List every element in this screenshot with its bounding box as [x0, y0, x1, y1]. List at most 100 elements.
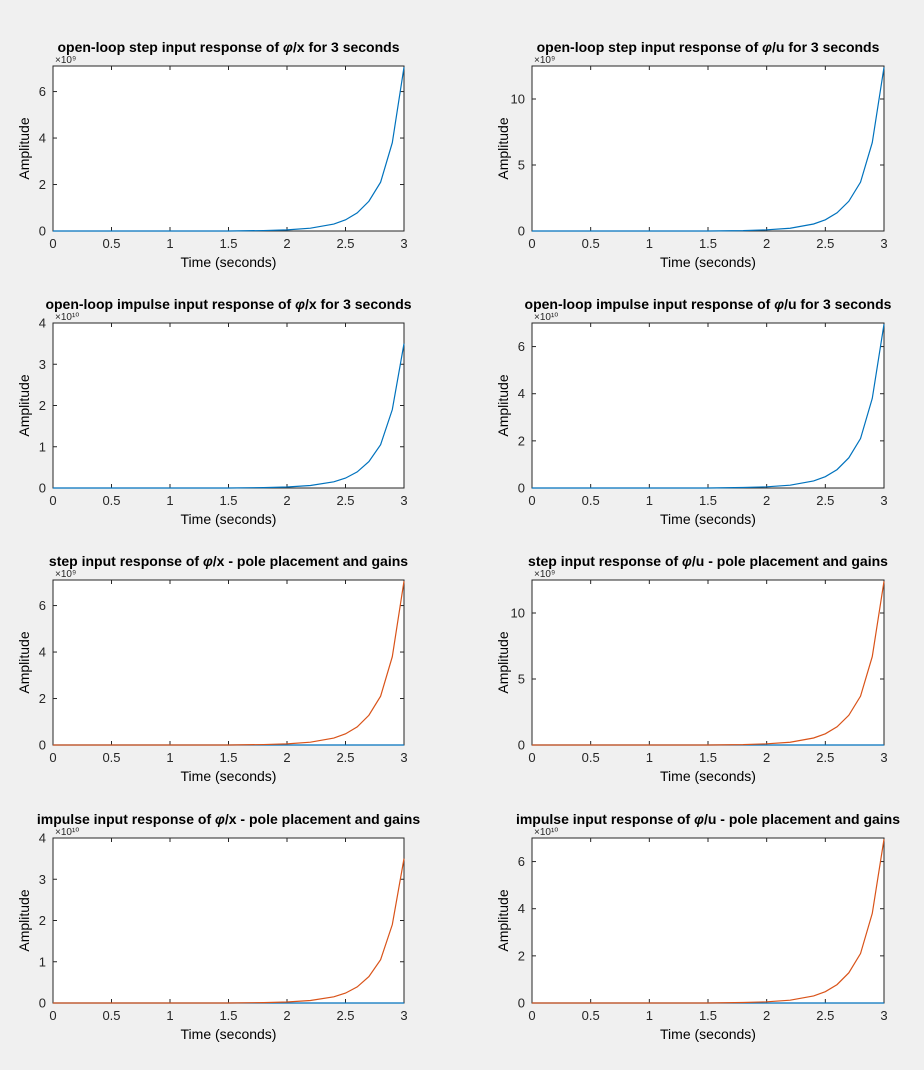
y-tick-label: 1	[39, 954, 46, 969]
subplot-title: step input response of φ/u - pole placem…	[528, 553, 888, 569]
x-tick-label: 1.5	[699, 1008, 717, 1023]
series-line-2	[53, 858, 405, 1004]
subplot-title: step input response of φ/x - pole placem…	[49, 553, 408, 569]
subplot-title: open-loop impulse input response of φ/u …	[525, 296, 892, 312]
x-tick-label: 2	[283, 493, 290, 508]
x-tick-label: 0	[49, 493, 56, 508]
y-axis-label: Amplitude	[495, 374, 511, 436]
x-axis-label: Time (seconds)	[660, 768, 756, 784]
x-tick-label: 1	[646, 236, 653, 251]
x-tick-label: 1	[646, 1008, 653, 1023]
subplot-title: open-loop impulse input response of φ/x …	[45, 296, 411, 312]
y-tick-label: 6	[39, 598, 46, 613]
x-tick-label: 3	[880, 236, 887, 251]
x-tick-label: 2	[763, 236, 770, 251]
y-axis-label: Amplitude	[16, 374, 32, 436]
x-tick-label: 0	[49, 750, 56, 765]
x-tick-label: 2.5	[336, 236, 354, 251]
y-tick-label: 1	[39, 439, 46, 454]
y-tick-label: 0	[518, 996, 525, 1011]
x-axis-label: Time (seconds)	[181, 1026, 277, 1042]
x-tick-label: 3	[400, 1008, 407, 1023]
series-line-2	[532, 581, 885, 746]
x-tick-label: 2.5	[336, 493, 354, 508]
plot-area	[52, 837, 405, 1004]
x-tick-label: 2	[763, 493, 770, 508]
x-tick-label: 3	[400, 493, 407, 508]
y-axis-label: Amplitude	[495, 631, 511, 693]
y-tick-label: 2	[39, 398, 46, 413]
y-tick-label: 3	[39, 872, 46, 887]
plot-area	[52, 579, 405, 746]
y-tick-label: 10	[511, 606, 525, 621]
x-tick-label: 2	[283, 236, 290, 251]
series-line-2	[53, 581, 405, 746]
y-exponent-label: ×10¹⁰	[55, 827, 79, 838]
x-tick-label: 3	[400, 236, 407, 251]
y-exponent-label: ×10⁹	[55, 569, 76, 580]
y-exponent-label: ×10⁹	[534, 569, 555, 580]
y-tick-label: 5	[518, 672, 525, 687]
x-tick-label: 0.5	[102, 493, 120, 508]
x-tick-label: 3	[400, 750, 407, 765]
y-tick-label: 10	[511, 92, 525, 107]
subplot-title: open-loop step input response of φ/u for…	[537, 39, 880, 55]
x-tick-label: 2	[283, 1008, 290, 1023]
x-tick-label: 1	[646, 493, 653, 508]
y-axis-label: Amplitude	[16, 631, 32, 693]
x-tick-label: 1.5	[699, 750, 717, 765]
x-tick-label: 1.5	[699, 236, 717, 251]
plot-area	[531, 65, 885, 232]
series-line-1	[532, 324, 885, 489]
y-tick-label: 0	[39, 481, 46, 496]
x-tick-label: 0	[528, 1008, 535, 1023]
y-tick-label: 4	[39, 645, 46, 660]
y-tick-label: 2	[39, 913, 46, 928]
plot-area	[531, 579, 885, 746]
x-axis-label: Time (seconds)	[660, 511, 756, 527]
y-tick-label: 5	[518, 158, 525, 173]
y-tick-label: 4	[39, 131, 46, 146]
y-tick-label: 6	[518, 854, 525, 869]
x-tick-label: 2.5	[816, 236, 834, 251]
y-tick-label: 2	[39, 691, 46, 706]
y-tick-label: 2	[518, 948, 525, 963]
y-exponent-label: ×10¹⁰	[55, 312, 79, 323]
y-exponent-label: ×10⁹	[55, 55, 76, 66]
x-axis-label: Time (seconds)	[181, 254, 277, 270]
x-tick-label: 2	[763, 1008, 770, 1023]
subplot-title: open-loop step input response of φ/x for…	[57, 39, 399, 55]
y-tick-label: 0	[39, 738, 46, 753]
y-tick-label: 0	[39, 224, 46, 239]
x-tick-label: 0	[528, 750, 535, 765]
x-tick-label: 2.5	[816, 750, 834, 765]
x-tick-label: 0	[528, 236, 535, 251]
x-axis-label: Time (seconds)	[660, 254, 756, 270]
x-tick-label: 1.5	[219, 750, 237, 765]
plot-area	[531, 837, 885, 1004]
x-tick-label: 1	[166, 236, 173, 251]
x-tick-label: 2	[763, 750, 770, 765]
y-exponent-label: ×10¹⁰	[534, 312, 558, 323]
y-tick-label: 2	[518, 433, 525, 448]
y-tick-label: 4	[518, 901, 525, 916]
x-tick-label: 0	[49, 1008, 56, 1023]
y-axis-label: Amplitude	[16, 889, 32, 951]
y-tick-label: 3	[39, 357, 46, 372]
x-tick-label: 0.5	[102, 236, 120, 251]
series-line-1	[53, 343, 405, 489]
series-line-2	[532, 839, 885, 1004]
x-axis-label: Time (seconds)	[181, 511, 277, 527]
x-tick-label: 2.5	[816, 493, 834, 508]
y-axis-label: Amplitude	[495, 117, 511, 179]
subplot-title: impulse input response of φ/x - pole pla…	[37, 811, 420, 827]
series-line-1	[532, 67, 885, 232]
